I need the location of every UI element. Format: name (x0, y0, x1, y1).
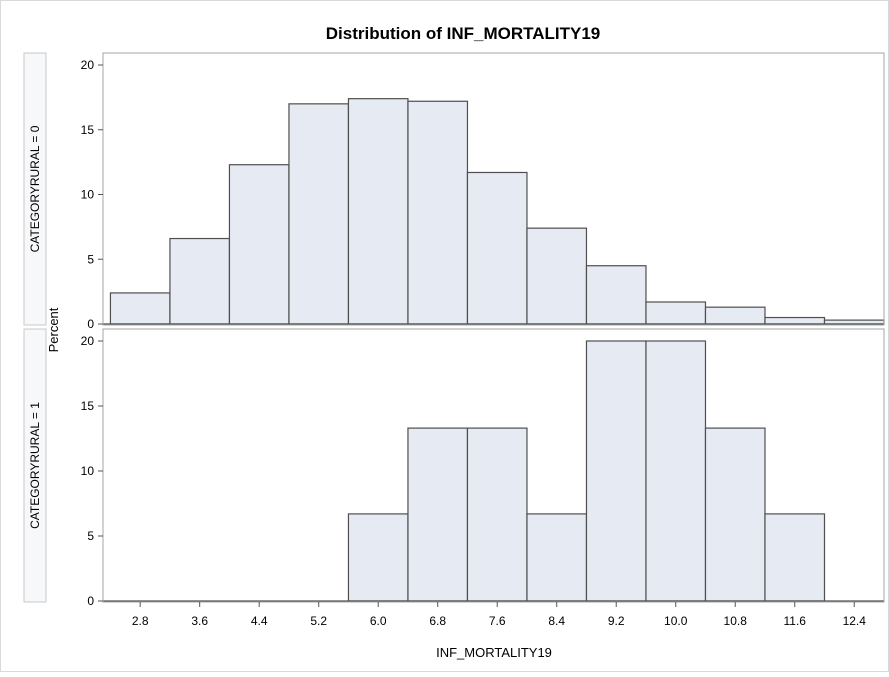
y-tick-label: 0 (87, 317, 94, 331)
x-tick-label: 9.2 (608, 614, 625, 628)
y-tick-label: 15 (81, 123, 95, 137)
panel-0: CATEGORYRURAL = 0 0 5 10 15 20 (23, 52, 885, 331)
y-tick-label: 20 (81, 58, 95, 72)
histogram-bar (407, 100, 469, 325)
histogram-bar (645, 340, 707, 602)
y-tick-label: 20 (81, 334, 95, 348)
histogram-bar (526, 227, 588, 325)
x-tick-label: 2.8 (132, 614, 149, 628)
y-tick-label: 0 (87, 594, 94, 608)
panel-frame (102, 52, 885, 326)
histogram-bar (109, 292, 171, 325)
histogram-bar (764, 513, 826, 602)
histogram-bar (169, 237, 231, 325)
panel-strip-label: CATEGORYRURAL = 0 (28, 125, 42, 252)
histogram-bar (288, 103, 350, 325)
histogram-bar (645, 301, 707, 325)
histogram-bar (585, 265, 647, 325)
histogram-bar (347, 98, 409, 325)
x-tick-label: 8.4 (548, 614, 565, 628)
x-tick-label: 3.6 (191, 614, 208, 628)
x-tick-label: 11.6 (784, 614, 807, 628)
histogram-bar (764, 316, 826, 325)
histogram-bar (704, 306, 766, 325)
y-tick-label: 5 (87, 252, 94, 266)
x-tick-label: 6.0 (370, 614, 387, 628)
x-axis: 2.8 3.6 4.4 5.2 6.0 6.8 7.6 8.4 9.2 10.0 10.8 11.6 1… (132, 602, 866, 628)
x-tick-label: 4.4 (251, 614, 268, 628)
histogram-bar (704, 427, 766, 602)
panel-strip (23, 52, 47, 326)
histogram-bar (407, 427, 469, 602)
panel-frame (102, 328, 885, 603)
histogram-bar (466, 427, 528, 602)
y-tick-label: 10 (81, 188, 95, 202)
histogram-bar (466, 171, 528, 325)
x-tick-label: 12.4 (843, 614, 867, 628)
x-tick-label: 7.6 (489, 614, 506, 628)
histogram-bar (585, 340, 647, 602)
x-tick-label: 10.0 (664, 614, 688, 628)
panel-strip (23, 328, 47, 603)
panel-1: CATEGORYRURAL = 1 0 5 10 15 20 (23, 328, 885, 608)
y-tick-label: 10 (81, 464, 95, 478)
x-tick-label: 5.2 (310, 614, 327, 628)
chart-title: Distribution of INF_MORTALITY19 (326, 24, 601, 43)
panel-strip-label: CATEGORYRURAL = 1 (28, 402, 42, 529)
y-tick-label: 5 (87, 529, 94, 543)
x-tick-label: 6.8 (429, 614, 446, 628)
histogram-bar (347, 513, 409, 602)
histogram-bar (228, 164, 290, 325)
histogram-bar (526, 513, 588, 602)
y-tick-label: 15 (81, 399, 95, 413)
x-axis-label: INF_MORTALITY19 (436, 645, 552, 660)
x-tick-label: 10.8 (724, 614, 748, 628)
y-axis-label: Percent (46, 307, 61, 352)
